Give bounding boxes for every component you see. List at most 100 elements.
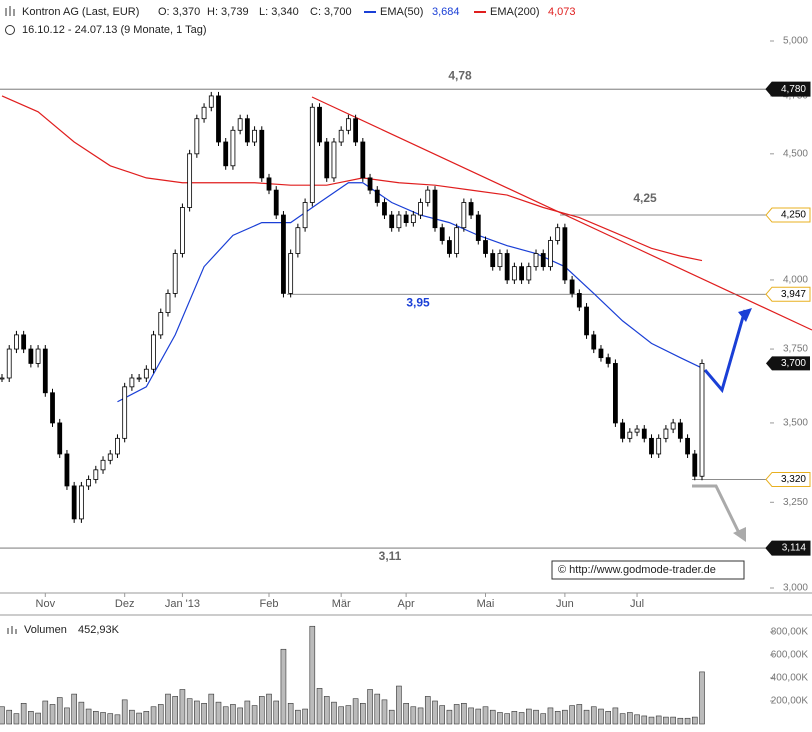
candle	[165, 293, 171, 313]
candle	[425, 189, 431, 203]
candle	[468, 202, 474, 216]
legend-label: EMA(50)	[380, 6, 423, 18]
arrow	[703, 309, 747, 394]
volume-bar	[121, 699, 128, 725]
volume-bar	[172, 696, 178, 725]
clock-icon	[5, 25, 15, 35]
candle	[562, 227, 568, 281]
last-tag-label: 3,700	[781, 358, 806, 369]
volume-bar	[13, 713, 20, 725]
candle	[115, 437, 120, 455]
candle	[288, 253, 294, 294]
x-tick-label: Mär	[332, 598, 351, 610]
source: © http://www.godmode-trader.de	[558, 564, 716, 576]
volume-bar	[20, 702, 27, 725]
x-tick-label: Jul	[630, 598, 644, 610]
candle	[396, 214, 402, 229]
x-tick-label: Jun	[556, 598, 574, 610]
candle	[57, 422, 63, 455]
candle	[634, 428, 640, 433]
candle	[273, 189, 279, 216]
candle	[50, 392, 55, 424]
candle	[432, 189, 438, 229]
volume-bar	[547, 707, 554, 725]
candle	[201, 106, 207, 120]
source-box	[551, 560, 745, 580]
volume-bar	[619, 713, 626, 725]
level-tag	[765, 471, 811, 487]
candle	[78, 485, 84, 520]
candle	[338, 129, 344, 143]
volume-bar	[518, 712, 525, 725]
candle	[461, 202, 467, 229]
ohlc: L: 3,340	[259, 6, 299, 18]
ohlc: C: 3,700	[310, 6, 352, 18]
candle	[28, 348, 34, 364]
volume-bar	[345, 705, 352, 725]
volume-bar	[316, 688, 323, 725]
candle	[331, 141, 337, 179]
volume-bar	[266, 693, 272, 725]
candle	[685, 437, 690, 455]
volume-bar	[208, 693, 215, 725]
candle	[656, 437, 662, 455]
volume-bar	[49, 704, 56, 725]
volume-bar	[114, 714, 121, 725]
y-tick-label: 5,000	[783, 36, 808, 47]
volume-bar	[194, 700, 200, 725]
volume-bar	[598, 708, 604, 725]
candle	[295, 227, 301, 254]
volume-bar	[251, 705, 258, 725]
chart-title: Kontron AG (Last, EUR)	[22, 6, 139, 18]
volume-value: 452,93K	[78, 624, 120, 636]
candle	[367, 177, 373, 191]
candle	[302, 202, 308, 229]
candle	[64, 453, 70, 487]
volume-bar	[489, 709, 496, 725]
candle	[223, 141, 229, 167]
volume-y-tick-label: 600,00K	[771, 650, 809, 661]
candle	[670, 422, 676, 430]
ohlc: H: 3,739	[207, 6, 249, 18]
candle	[548, 240, 553, 268]
y-tick-label: 3,500	[783, 418, 808, 429]
volume-bar	[396, 685, 402, 725]
candle	[641, 428, 647, 439]
candle	[374, 189, 380, 203]
candle	[497, 253, 503, 268]
volume-bar	[93, 711, 99, 725]
level-tag	[765, 207, 811, 223]
candle	[21, 334, 27, 350]
legend-label: EMA(200)	[490, 6, 540, 18]
candle	[93, 469, 99, 480]
volume-bar	[424, 696, 431, 725]
candle	[158, 312, 164, 336]
candle	[194, 118, 200, 155]
candle	[353, 118, 359, 143]
candle	[576, 293, 582, 308]
volume-bar	[201, 702, 207, 725]
volume-bar	[352, 698, 359, 725]
candle	[208, 95, 214, 108]
candle	[345, 118, 351, 131]
volume-bar	[56, 697, 63, 725]
volume-bar	[237, 707, 243, 725]
level-label: 3,11	[379, 549, 402, 563]
candle	[418, 202, 423, 216]
level-label: 3,95	[406, 295, 430, 309]
y-tick-label: 3,250	[783, 497, 808, 508]
volume-bar	[309, 625, 316, 725]
y-tick-label: 3,750	[783, 344, 808, 355]
candle	[252, 129, 257, 143]
candle	[591, 334, 597, 350]
candle	[677, 422, 683, 439]
candle	[382, 202, 387, 216]
candle	[129, 377, 135, 388]
volume-title: Volumen	[24, 624, 67, 636]
volume-bar	[432, 700, 438, 725]
ohlc: O: 3,370	[158, 6, 200, 18]
volume-bar	[554, 711, 561, 725]
volume-bar	[691, 716, 698, 725]
volume-bar	[453, 704, 460, 725]
